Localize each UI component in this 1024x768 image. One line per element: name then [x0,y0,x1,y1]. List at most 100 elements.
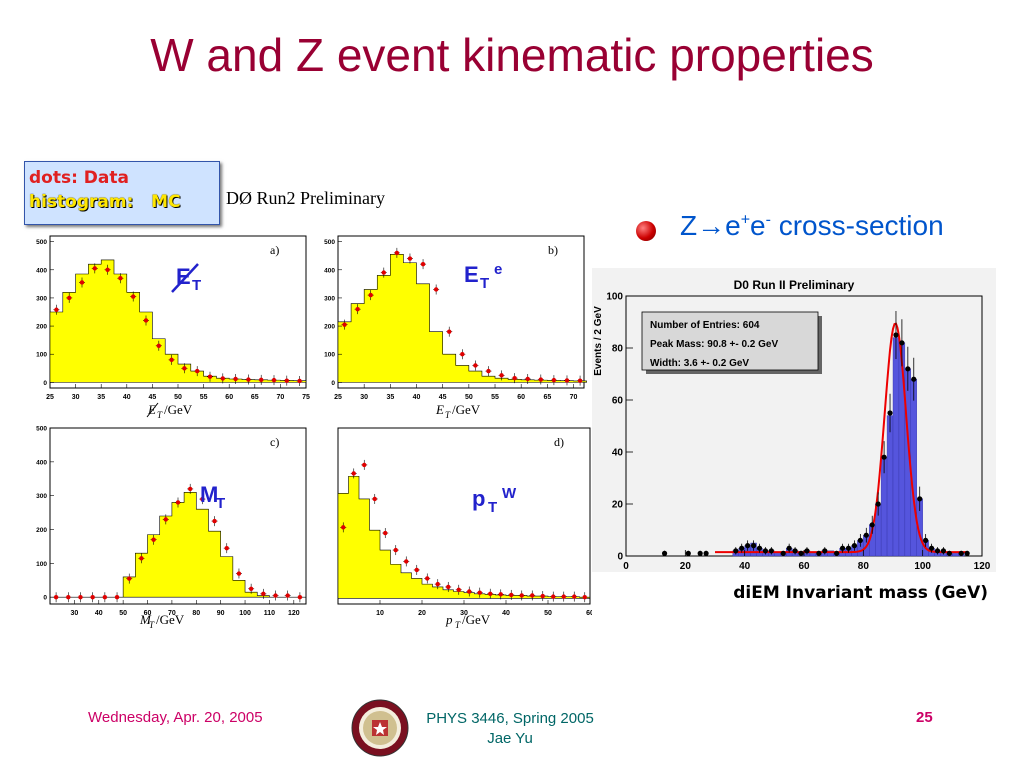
y-tick-label: 300 [324,295,335,302]
data-point [572,594,577,599]
y-tick-label: 500 [324,239,335,246]
data-point [163,517,169,522]
data-point [467,589,472,594]
data-point [473,363,478,368]
data-point [512,375,517,381]
y-tick-label: 500 [36,426,47,433]
data-point [248,586,254,591]
x-axis-label: p T/GeV [445,612,491,630]
panel-variable-sup: e [494,261,502,278]
z-y-tick-label: 100 [606,292,623,303]
z-data-point [917,496,923,502]
data-point [341,525,346,530]
y-tick-label: 200 [36,324,47,331]
z-plot-title: D0 Run II Preliminary [734,278,855,292]
z-data-point [780,550,786,556]
z-hist-bar [809,553,817,557]
legend-box: dots: Data histogram: MC [24,161,220,225]
x-axis-label-sub: T [455,620,461,630]
data-point [261,591,266,597]
z-hist-bar [910,378,917,557]
y-tick-label: 0 [43,380,47,387]
x-axis-label-unit: /GeV [164,402,193,417]
data-point [564,378,570,383]
data-point [404,559,409,564]
data-point [200,496,205,502]
panel-variable-sub: T [216,495,225,512]
panel-variable-label: E Te [464,261,502,292]
x-tick-label: 110 [264,610,275,617]
x-tick-label: 100 [239,610,251,617]
z-y-tick-label: 60 [612,396,624,407]
y-tick-label: 500 [36,239,47,246]
x-tick-label: 55 [491,394,499,401]
z-data-point [905,366,911,372]
data-point [67,295,72,301]
z-data-point [661,550,668,556]
data-point [224,545,229,551]
y-tick-label: 200 [36,527,47,534]
y-tick-label: 0 [43,595,47,602]
y-tick-label: 0 [331,380,335,387]
chart-et: 25 30 35 40 45 50 55 60 65 70 75 0 100 200 300 400 500 a)… [36,235,310,418]
z-y-tick-label: 20 [612,500,624,511]
panel-variable-sub: T [488,499,497,516]
x-tick-label: 50 [544,610,552,617]
data-point [486,368,491,374]
y-tick-label: 100 [324,352,335,359]
data-point [53,595,59,600]
z-fit-curve [715,322,968,554]
footer-course: PHYS 3446, Spring 2005 Jae Yu [420,709,600,749]
z-x-tick-label: 20 [680,561,692,572]
mc-histogram [337,475,591,599]
x-axis-label-unit: /GeV [452,402,481,417]
z-data-point [786,545,792,551]
footer-page-number: 25 [916,709,933,726]
arrow-glyph: → [697,210,726,241]
panel-variable-main: M [200,482,218,507]
x-tick-label: 50 [119,610,127,617]
x-tick-label: 80 [192,610,200,617]
footer-date: Wednesday, Apr. 20, 2005 [88,709,263,726]
data-point [433,287,439,292]
data-point [530,593,535,598]
data-point [368,292,373,298]
data-point [355,306,360,312]
x-tick-label: 20 [418,610,426,617]
z-data-point [863,532,869,538]
data-point [271,377,277,383]
z-data-point [703,550,709,556]
x-tick-label: 60 [144,610,152,617]
x-tick-label: 40 [95,610,103,617]
x-tick-label: 55 [200,394,208,401]
mc-histogram [49,259,307,383]
z-x-tick-label: 0 [623,561,629,572]
slide-title: W and Z event kinematic properties [150,29,874,81]
x-tick-label: 70 [570,394,578,401]
x-tick-label: 40 [502,610,510,617]
stats-line: Number of Entries: 604 [650,320,760,331]
data-point [54,307,59,312]
data-point [220,376,225,381]
missing-et-slash [171,263,199,293]
x-tick-label: 60 [225,394,233,401]
z-data-point [750,543,757,549]
data-point [525,376,530,382]
y-tick-label: 200 [324,324,335,331]
chart-mt: 30 40 50 60 70 80 90 100 110 120 0 100 200 300 400 500 c… [36,426,307,630]
data-point [561,594,566,599]
x-tick-label: 25 [334,394,342,401]
data-point [362,462,367,468]
data-point [151,537,156,542]
data-point [394,250,400,256]
data-point [582,594,587,600]
y-tick-label: 300 [36,295,47,302]
z-data-point [958,550,964,556]
z-hist-bar [774,553,781,557]
z-y-tick-label: 0 [617,552,623,563]
x-tick-label: 40 [413,394,421,401]
data-point [488,591,493,596]
z-x-axis-label: diEM Invariant mass (GeV) [733,583,988,603]
data-point [342,322,347,327]
